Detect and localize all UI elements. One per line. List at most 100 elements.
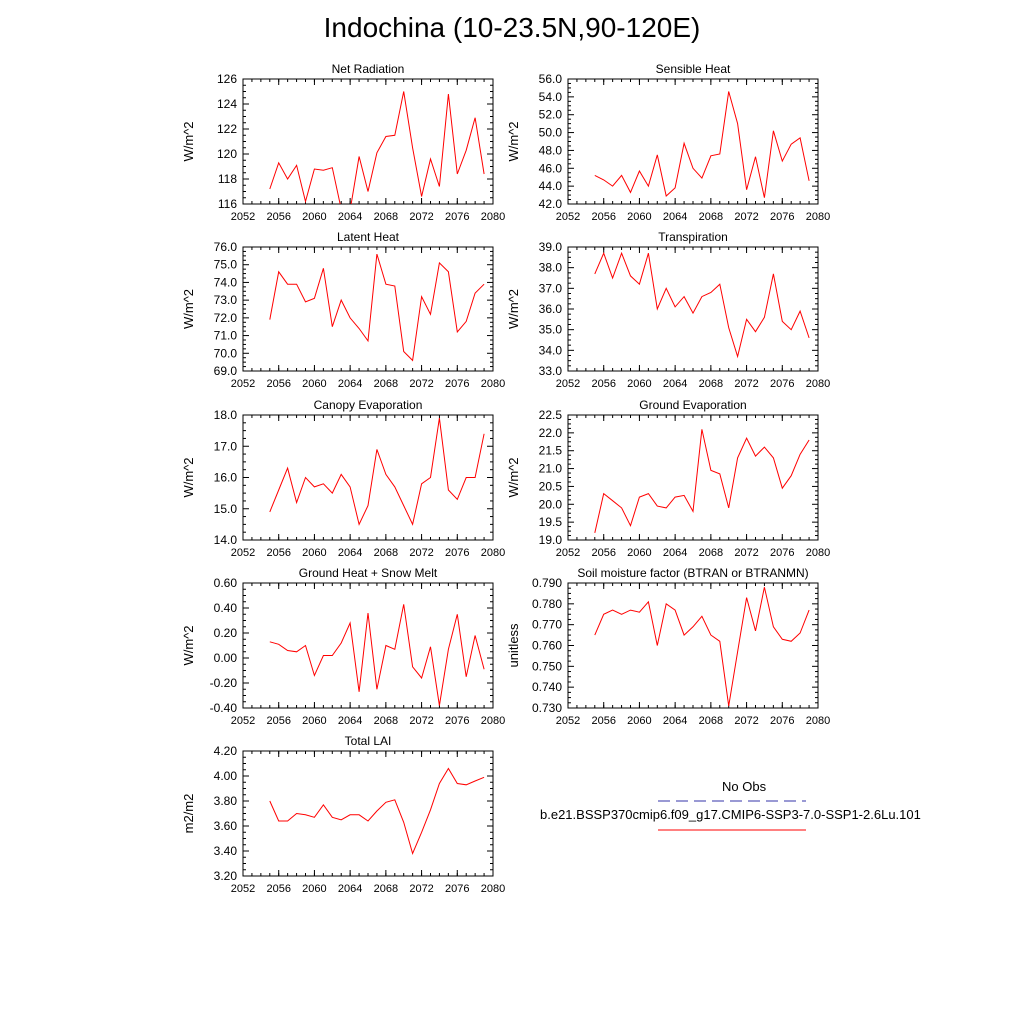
y-tick-label: 16.0 [214,471,238,485]
y-tick-label: 20.5 [539,479,563,493]
x-tick-label: 2060 [302,883,326,895]
y-tick-label: 118 [218,172,237,186]
y-tick-label: 3.40 [214,844,238,858]
panel-7: 2052 2056 2060 2064 2068 2072 2076 2080 -0.40 -0.… [181,566,505,727]
panel-title: Net Radiation [332,62,405,76]
y-tick-label: 124 [217,97,237,111]
y-tick-label: -0.40 [210,701,238,715]
y-tick-label: 0.730 [532,701,562,715]
x-tick-label: 2080 [806,715,830,727]
y-tick-label: 50.0 [539,126,563,140]
y-tick-label: 126 [217,72,237,86]
x-tick-label: 2052 [556,547,580,559]
x-tick-label: 2076 [445,211,469,223]
plot-frame [242,750,494,877]
x-tick-label: 2064 [338,715,362,727]
panel-5: 2052 2056 2060 2064 2068 2072 2076 2080 14.0 15.0… [181,398,505,559]
y-tick-label: 52.0 [539,108,563,122]
x-tick-label: 2052 [231,211,255,223]
y-tick-label: 0.790 [532,576,562,590]
plot-frame [567,582,819,709]
x-tick-label: 2056 [591,211,615,223]
y-tick-label: 38.0 [539,261,563,275]
x-tick-label: 2060 [302,547,326,559]
x-tick-label: 2080 [481,378,505,390]
plot-frame [567,246,819,372]
y-tick-label: 21.5 [539,444,563,458]
y-tick-label: 37.0 [539,281,563,295]
y-axis-label: m2/m2 [181,794,196,834]
series-line [269,91,485,204]
x-tick-label: 2052 [556,378,580,390]
y-axis-label: W/m^2 [181,121,196,161]
y-tick-label: 4.00 [214,769,238,783]
x-tick-label: 2052 [231,547,255,559]
y-axis-label: W/m^2 [506,289,521,329]
x-tick-label: 2052 [231,715,255,727]
y-tick-label: 14.0 [214,533,238,547]
x-tick-label: 2060 [627,211,651,223]
y-tick-label: 0.760 [532,639,562,653]
y-tick-label: 75.0 [214,258,238,272]
plot-frame [567,78,819,205]
x-tick-label: 2056 [266,883,290,895]
y-tick-label: 73.0 [214,293,238,307]
y-tick-label: 120 [217,147,237,161]
y-tick-label: -0.20 [210,676,238,690]
plot-frame [242,78,494,205]
x-tick-label: 2076 [445,715,469,727]
y-tick-label: 0.750 [532,659,562,673]
panel-title: Total LAI [345,734,392,748]
y-tick-label: 15.0 [214,502,238,516]
y-tick-label: 36.0 [539,302,563,316]
x-tick-label: 2056 [266,378,290,390]
x-tick-label: 2076 [445,378,469,390]
legend-model-label: b.e21.BSSP370cmip6.f09_g17.CMIP6-SSP3-7.… [540,807,921,822]
x-tick-label: 2064 [338,378,362,390]
x-tick-label: 2072 [734,547,758,559]
panel-title: Soil moisture factor (BTRAN or BTRANMN) [577,566,808,580]
x-tick-label: 2052 [231,883,255,895]
x-tick-label: 2072 [734,715,758,727]
series-line [269,604,485,706]
y-tick-label: 35.0 [539,323,563,337]
x-tick-label: 2072 [409,378,433,390]
y-tick-label: 0.740 [532,680,562,694]
series-line [269,418,485,526]
x-tick-label: 2080 [806,211,830,223]
x-tick-label: 2080 [481,547,505,559]
x-tick-label: 2080 [806,547,830,559]
legend-obs-label: No Obs [722,779,767,794]
x-tick-label: 2060 [302,211,326,223]
page-title: Indochina (10-23.5N,90-120E) [323,12,701,43]
panel-8: 2052 2056 2060 2064 2068 2072 2076 2080 0.730 0.7… [506,566,830,727]
series-line [594,91,810,198]
y-tick-label: 3.60 [214,819,238,833]
panel-6: 2052 2056 2060 2064 2068 2072 2076 2080 19.0 19.5… [506,398,830,559]
x-tick-label: 2076 [445,883,469,895]
x-tick-label: 2072 [409,715,433,727]
x-tick-label: 2064 [663,211,687,223]
y-tick-label: 22.5 [539,408,563,422]
x-tick-label: 2080 [481,211,505,223]
panel-title: Canopy Evaporation [314,398,423,412]
y-tick-label: 4.20 [214,744,238,758]
y-tick-label: 69.0 [214,364,238,378]
panel-title: Sensible Heat [656,62,731,76]
x-tick-label: 2064 [663,378,687,390]
x-tick-label: 2052 [556,715,580,727]
y-tick-label: 116 [218,197,237,211]
panel-2: 2052 2056 2060 2064 2068 2072 2076 2080 42.0 44.0… [506,62,830,223]
panel-4: 2052 2056 2060 2064 2068 2072 2076 2080 33.0 34.0… [506,230,830,390]
x-tick-label: 2072 [734,378,758,390]
y-tick-label: 20.0 [539,497,563,511]
x-tick-label: 2052 [231,378,255,390]
y-tick-label: 122 [217,122,237,136]
x-tick-label: 2056 [266,715,290,727]
y-tick-label: 48.0 [539,143,563,157]
y-tick-label: 34.0 [539,343,563,357]
panel-3: 2052 2056 2060 2064 2068 2072 2076 2080 69.0 70.0… [181,230,505,390]
x-tick-label: 2068 [699,378,723,390]
x-tick-label: 2060 [627,715,651,727]
panel-title: Ground Heat + Snow Melt [299,566,438,580]
